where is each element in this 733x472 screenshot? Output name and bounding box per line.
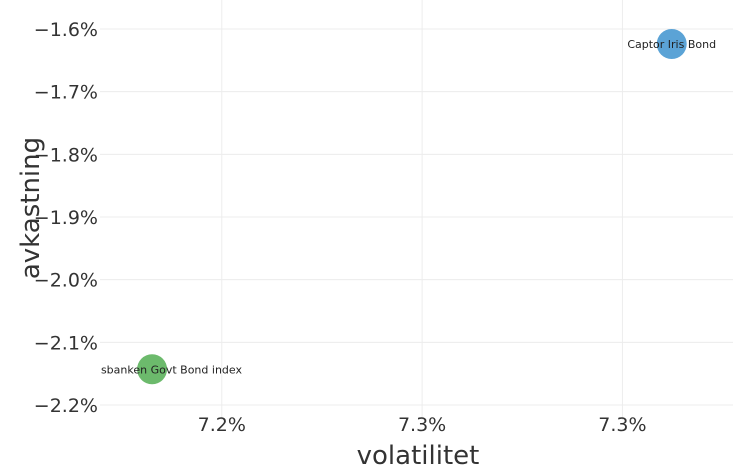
y-tick-label: −1.9%: [34, 207, 98, 229]
x-axis-title: volatilitet: [357, 441, 480, 471]
y-axis-ticks: −1.6% −1.7% −1.8% −1.9% −2.0% −2.1% −2.2%: [34, 19, 98, 417]
data-point-label: Handelsbanken Govt Bond index: [62, 363, 242, 376]
grid-lines: [100, 0, 733, 420]
y-tick-label: −2.1%: [34, 332, 98, 354]
x-tick-label: 7.3%: [398, 414, 446, 436]
y-tick-label: −1.7%: [34, 82, 98, 104]
x-tick-label: 7.2%: [198, 414, 246, 436]
y-tick-label: −1.6%: [34, 19, 98, 41]
x-tick-label: 7.3%: [598, 414, 646, 436]
y-tick-label: −2.0%: [34, 270, 98, 292]
data-point-label: Captor Iris Bond: [627, 38, 716, 51]
y-tick-label: −2.2%: [34, 395, 98, 417]
y-tick-label: −1.8%: [34, 144, 98, 166]
y-axis-title: avkastning: [16, 137, 46, 279]
data-point: [137, 354, 168, 385]
x-axis-ticks: 7.2% 7.3% 7.3%: [198, 414, 647, 436]
data-point: [656, 29, 687, 60]
data-points: Captor Iris Bond Handelsbanken Govt Bond …: [62, 29, 716, 385]
